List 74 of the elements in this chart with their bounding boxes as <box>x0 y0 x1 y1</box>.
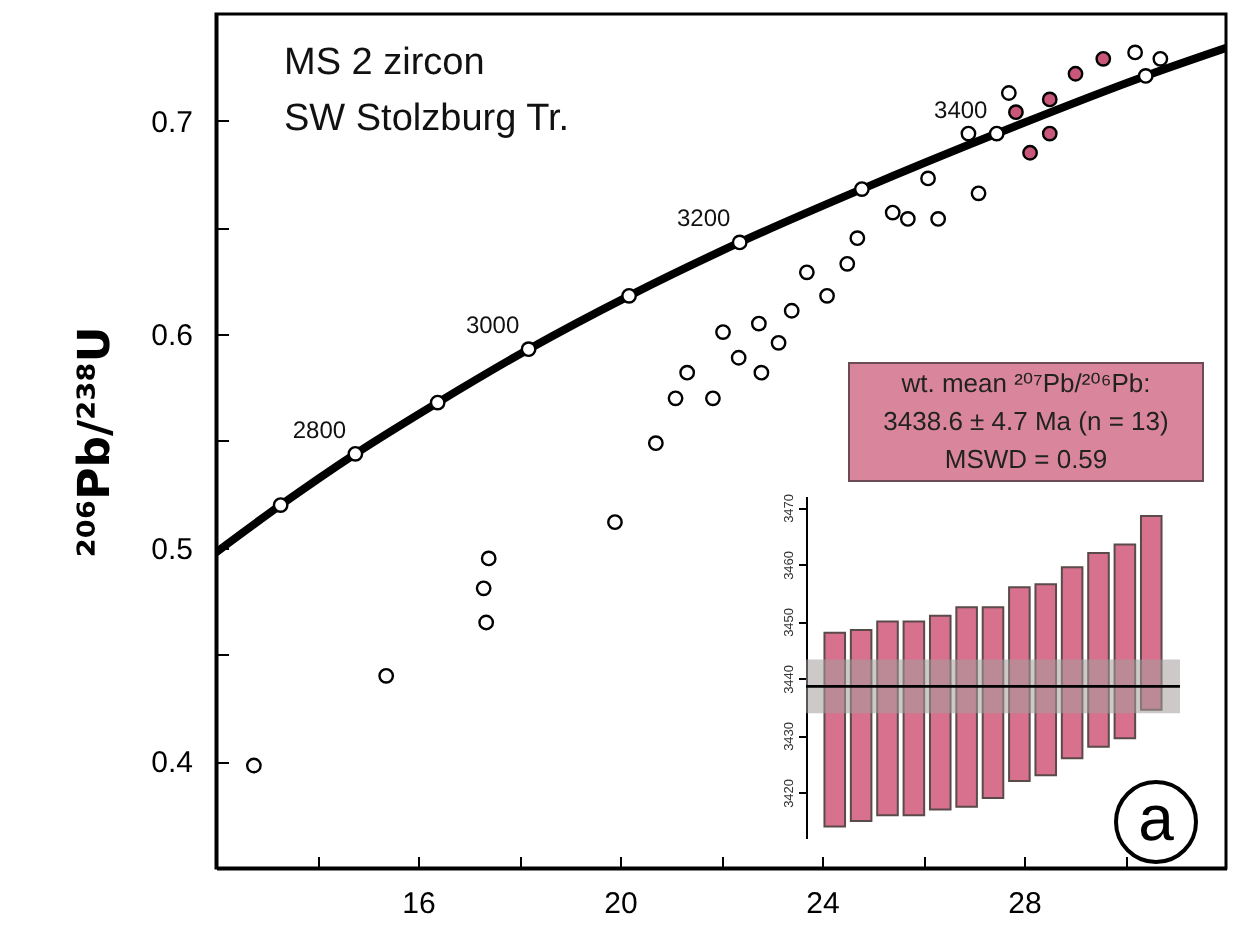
bar <box>849 628 873 822</box>
x-tick-label: 24 <box>806 887 840 921</box>
point <box>920 170 936 187</box>
point <box>960 125 977 142</box>
annotation: 3000 <box>465 311 520 340</box>
point <box>621 287 637 304</box>
y-tick-label: 0.6 <box>151 319 193 354</box>
point <box>679 364 696 381</box>
annotation: 2800 <box>292 415 347 444</box>
y-tick-label: 0.7 <box>151 105 193 140</box>
point <box>647 435 664 452</box>
x-tick-label: 20 <box>604 887 638 921</box>
bar <box>1139 514 1163 711</box>
point <box>1041 91 1058 108</box>
point <box>475 580 492 597</box>
point <box>750 315 767 332</box>
point <box>970 185 987 202</box>
point <box>1041 125 1058 142</box>
point <box>849 230 866 247</box>
point <box>853 181 870 197</box>
point <box>607 514 623 531</box>
point <box>798 264 815 281</box>
point <box>1127 44 1144 61</box>
point <box>378 667 395 684</box>
point <box>730 349 747 366</box>
bar <box>823 631 847 828</box>
point <box>347 445 364 462</box>
point <box>899 211 916 227</box>
point <box>1067 65 1084 82</box>
point <box>520 341 537 358</box>
point <box>478 614 495 631</box>
text: SW Stolzburg Tr. <box>284 98 570 140</box>
point <box>930 211 947 227</box>
point <box>819 287 835 304</box>
bar <box>876 620 899 817</box>
annotation: a <box>1138 782 1174 854</box>
point <box>429 394 446 411</box>
bar <box>1087 552 1110 748</box>
annotation: wt. mean ²⁰⁷Pb/²⁰⁶Pb: <box>899 366 1153 402</box>
annotation: 3400 <box>934 95 989 124</box>
label-box: wt. mean ²⁰⁷Pb/²⁰⁶Pb: 3438.6 ± 4.7 Ma (n = 13) MSWD = 0.59 <box>848 362 1204 482</box>
point <box>1095 50 1112 67</box>
point <box>1137 68 1154 84</box>
point <box>272 497 289 513</box>
bar <box>1060 566 1084 760</box>
circle-outline: a <box>1114 780 1198 864</box>
point <box>783 302 800 319</box>
x-tick-label: 28 <box>1008 887 1042 921</box>
point <box>731 234 748 251</box>
annotation: MSWD = 0.59 <box>942 442 1110 478</box>
point <box>1008 104 1024 121</box>
point <box>884 204 901 221</box>
y-tick-label: 0.4 <box>151 746 193 781</box>
point <box>753 364 770 381</box>
x-tick-label: 16 <box>402 887 436 921</box>
point <box>1000 85 1017 101</box>
annotation: 3200 <box>676 204 732 233</box>
bar <box>981 606 1005 800</box>
point <box>988 125 1005 142</box>
point <box>245 757 262 774</box>
point <box>1022 144 1038 161</box>
point <box>667 390 684 407</box>
y-tick-label: 0.5 <box>151 532 193 567</box>
y-axis-title: ²⁰⁶Pb/²³⁸U <box>71 326 122 558</box>
bar <box>902 620 926 817</box>
bar <box>1113 543 1137 740</box>
point <box>839 255 856 272</box>
point <box>715 324 731 341</box>
point <box>705 390 721 407</box>
point <box>480 550 497 567</box>
text: MS 2 zircon <box>284 42 485 84</box>
point <box>1152 50 1169 67</box>
point <box>770 334 787 351</box>
annotation: 3438.6 ± 4.7 Ma (n = 13) <box>881 404 1171 440</box>
